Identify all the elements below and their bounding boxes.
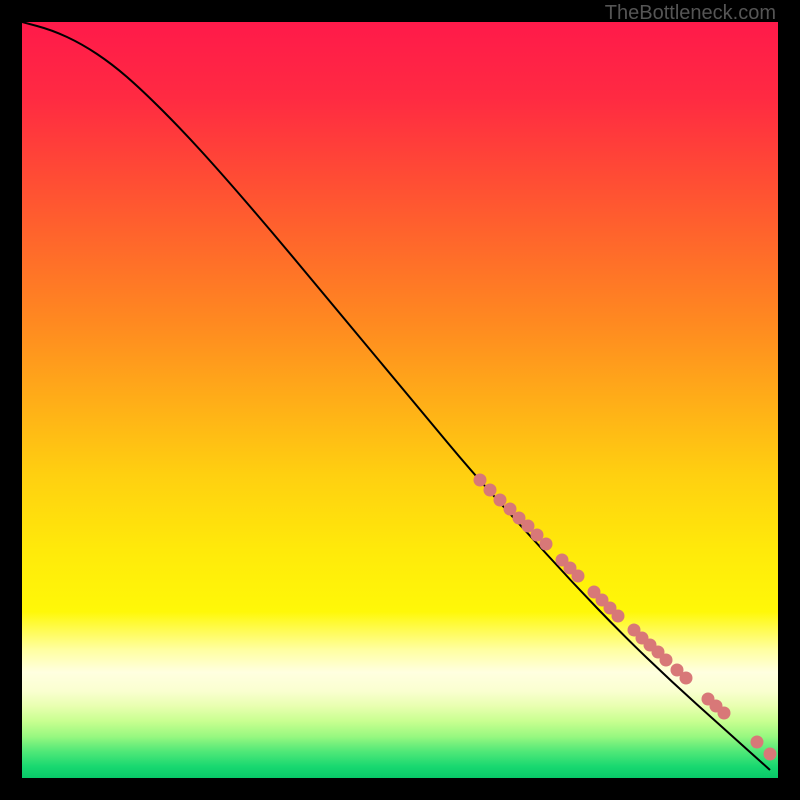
marker-point (751, 736, 764, 749)
curve-overlay (22, 22, 778, 778)
marker-point (572, 570, 585, 583)
watermark-text: TheBottleneck.com (605, 2, 776, 25)
marker-point (718, 707, 731, 720)
marker-point (660, 654, 673, 667)
marker-point (764, 748, 777, 761)
marker-point (494, 494, 507, 507)
chart-area (22, 22, 778, 778)
marker-point (540, 538, 553, 551)
marker-point (474, 474, 487, 487)
markers-group (474, 474, 777, 761)
marker-point (484, 484, 497, 497)
marker-point (680, 672, 693, 685)
marker-point (612, 610, 625, 623)
